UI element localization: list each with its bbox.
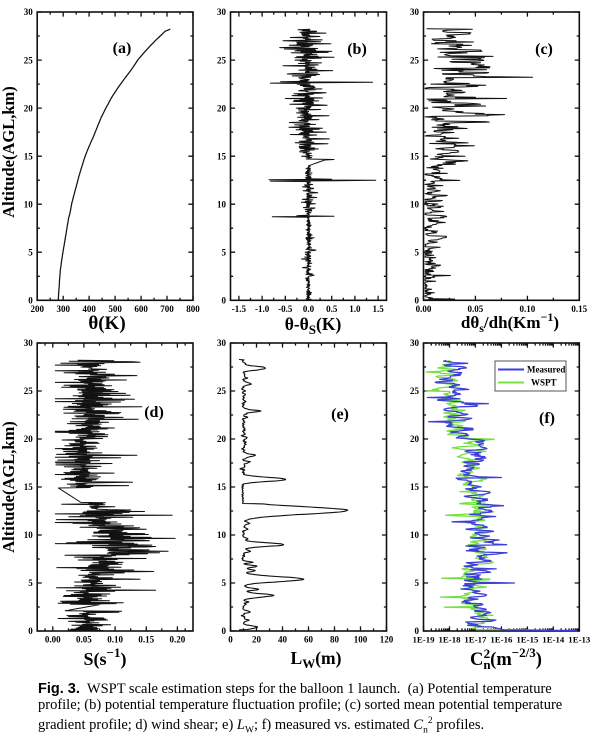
svg-text:25: 25	[217, 386, 227, 396]
svg-text:1E-15: 1E-15	[516, 635, 539, 645]
svg-text:(f): (f)	[539, 410, 555, 427]
svg-text:20: 20	[252, 635, 262, 645]
svg-text:1E-16: 1E-16	[490, 635, 513, 645]
svg-text:5: 5	[28, 247, 33, 257]
svg-text:0.10: 0.10	[520, 304, 536, 314]
svg-text:Altitude(AGL,km): Altitude(AGL,km)	[0, 86, 18, 218]
svg-text:0: 0	[415, 626, 420, 636]
svg-text:0.0: 0.0	[303, 304, 315, 314]
svg-text:10: 10	[217, 199, 227, 209]
svg-text:30: 30	[217, 338, 227, 348]
svg-text:(c): (c)	[535, 41, 553, 58]
svg-text:700: 700	[160, 304, 174, 314]
svg-text:1E-14: 1E-14	[542, 635, 565, 645]
svg-text:(b): (b)	[347, 41, 367, 58]
svg-text:5: 5	[415, 578, 420, 588]
svg-text:0.05: 0.05	[468, 304, 484, 314]
svg-text:30: 30	[24, 7, 34, 17]
svg-text:25: 25	[410, 386, 420, 396]
svg-text:500: 500	[108, 304, 122, 314]
svg-text:10: 10	[24, 530, 34, 540]
svg-text:25: 25	[410, 55, 420, 65]
svg-text:0.5: 0.5	[326, 304, 338, 314]
svg-text:0: 0	[228, 635, 233, 645]
svg-text:300: 300	[56, 304, 70, 314]
svg-text:1.5: 1.5	[372, 304, 384, 314]
svg-text:10: 10	[217, 530, 227, 540]
svg-text:1.0: 1.0	[349, 304, 361, 314]
svg-text:30: 30	[217, 7, 227, 17]
svg-text:0: 0	[415, 296, 420, 306]
svg-text:400: 400	[82, 304, 96, 314]
svg-text:0: 0	[28, 296, 33, 306]
svg-text:600: 600	[134, 304, 148, 314]
svg-text:1E-19: 1E-19	[413, 635, 436, 645]
svg-text:LW(m): LW(m)	[291, 648, 342, 671]
svg-text:20: 20	[410, 434, 420, 444]
svg-text:5: 5	[222, 247, 227, 257]
svg-text:120: 120	[380, 635, 394, 645]
svg-text:20: 20	[410, 103, 420, 113]
svg-text:0: 0	[222, 296, 227, 306]
svg-text:25: 25	[24, 55, 34, 65]
svg-text:20: 20	[24, 103, 34, 113]
svg-text:15: 15	[24, 151, 34, 161]
svg-text:30: 30	[410, 338, 420, 348]
svg-text:Measured: Measured	[527, 365, 565, 375]
svg-text:25: 25	[24, 386, 34, 396]
svg-text:10: 10	[410, 530, 420, 540]
svg-text:0.15: 0.15	[571, 304, 587, 314]
svg-text:100: 100	[354, 635, 368, 645]
svg-text:20: 20	[217, 103, 227, 113]
svg-text:0.20: 0.20	[170, 635, 186, 645]
svg-text:15: 15	[217, 151, 227, 161]
svg-text:1E-13: 1E-13	[568, 635, 591, 645]
svg-text:60: 60	[304, 635, 314, 645]
svg-text:10: 10	[410, 199, 420, 209]
svg-text:800: 800	[186, 304, 200, 314]
svg-text:10: 10	[24, 199, 34, 209]
svg-text:0.05: 0.05	[76, 635, 92, 645]
svg-text:20: 20	[217, 434, 227, 444]
svg-text:15: 15	[24, 482, 34, 492]
svg-text:(a): (a)	[113, 40, 132, 57]
svg-text:20: 20	[24, 434, 34, 444]
svg-text:5: 5	[28, 578, 33, 588]
svg-text:5: 5	[222, 578, 227, 588]
svg-text:80: 80	[330, 635, 340, 645]
svg-text:0.00: 0.00	[416, 304, 432, 314]
svg-text:0: 0	[28, 626, 33, 636]
svg-text:(e): (e)	[331, 406, 349, 423]
svg-text:0: 0	[222, 626, 227, 636]
svg-text:θ(K): θ(K)	[88, 313, 125, 334]
svg-text:-0.5: -0.5	[278, 304, 293, 314]
svg-text:(d): (d)	[144, 404, 164, 421]
svg-text:30: 30	[24, 338, 34, 348]
svg-text:15: 15	[217, 482, 227, 492]
svg-text:Altitude(AGL,km): Altitude(AGL,km)	[0, 421, 18, 553]
svg-text:-1.0: -1.0	[255, 304, 270, 314]
svg-text:0.00: 0.00	[45, 635, 61, 645]
svg-text:1E-17: 1E-17	[464, 635, 487, 645]
svg-text:1E-18: 1E-18	[439, 635, 462, 645]
svg-text:-1.5: -1.5	[232, 304, 247, 314]
svg-text:40: 40	[278, 635, 288, 645]
svg-text:15: 15	[410, 482, 420, 492]
svg-text:5: 5	[415, 247, 420, 257]
svg-text:200: 200	[30, 304, 44, 314]
svg-text:WSPT: WSPT	[531, 378, 557, 388]
svg-text:0.15: 0.15	[138, 635, 154, 645]
svg-text:30: 30	[410, 7, 420, 17]
svg-text:0.10: 0.10	[107, 635, 123, 645]
svg-text:S(s−1): S(s−1)	[84, 645, 127, 670]
svg-text:θ-θS(K): θ-θS(K)	[285, 314, 342, 337]
svg-text:15: 15	[410, 151, 420, 161]
svg-text:25: 25	[217, 55, 227, 65]
